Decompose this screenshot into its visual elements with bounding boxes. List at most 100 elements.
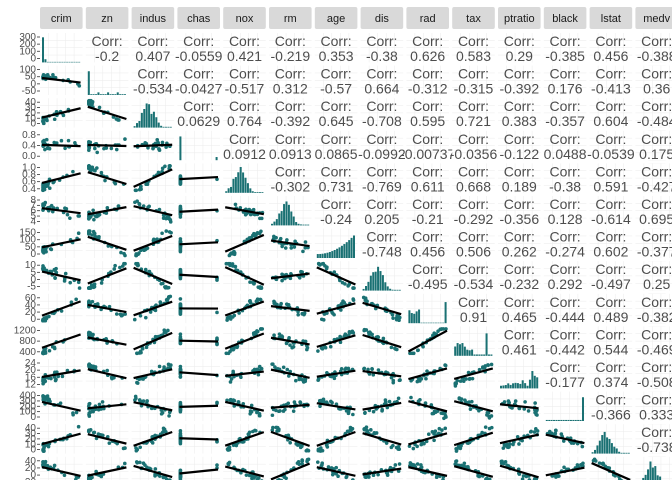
histogram-bar (365, 286, 368, 291)
correlation-label: Corr: (595, 163, 626, 179)
panel (223, 163, 266, 193)
histogram-bar (109, 94, 112, 95)
data-point (137, 187, 142, 192)
data-point (251, 207, 256, 212)
correlation-value: 0.664 (364, 81, 399, 97)
data-point (499, 459, 504, 464)
correlation-value: -0.377 (637, 244, 672, 260)
data-point (411, 446, 416, 451)
data-point (114, 147, 119, 152)
panel (177, 196, 220, 226)
data-point (178, 240, 183, 244)
panel (131, 326, 175, 356)
y-tick-label: -20 (22, 477, 37, 480)
data-point (138, 398, 142, 403)
data-point (42, 379, 46, 384)
histogram-bar (500, 385, 503, 389)
correlation-label: Corr: (321, 33, 352, 49)
panel (543, 391, 587, 421)
column-strip: black (543, 7, 587, 29)
data-point (332, 376, 337, 381)
panel (498, 424, 541, 454)
y-tick-label: 1.0 (22, 162, 36, 173)
data-point (112, 267, 117, 271)
fit-line (224, 465, 265, 478)
correlation-value: -0.0539 (587, 146, 635, 162)
fit-line (41, 300, 81, 317)
y-tick-label: 40 (25, 97, 37, 108)
correlation-label: Corr: (321, 131, 352, 147)
panel: Corr:-0.292 (452, 196, 495, 227)
correlation-label: Corr: (641, 424, 672, 440)
correlation-label: Corr: (550, 326, 581, 342)
panel: Corr:0.489 (589, 293, 633, 325)
data-point (230, 262, 235, 266)
column-strip: nox (223, 7, 266, 29)
correlation-label: Corr: (458, 98, 489, 114)
data-point (68, 216, 72, 220)
panel: Corr:-0.356 (498, 196, 541, 227)
data-point (280, 244, 284, 249)
fit-line (41, 172, 81, 184)
panel (85, 196, 129, 226)
fit-line (499, 403, 539, 410)
data-point (51, 180, 55, 185)
histogram-bar (273, 221, 276, 226)
data-point (410, 462, 415, 467)
data-point (93, 365, 98, 369)
panel (131, 359, 175, 389)
panel (85, 228, 129, 258)
histogram-bar (569, 419, 572, 421)
fit-line (87, 267, 127, 285)
data-point (363, 410, 367, 415)
data-point (534, 412, 538, 417)
correlation-value: -0.122 (499, 146, 539, 162)
panel (131, 163, 175, 193)
strip-background (589, 7, 633, 29)
panel (131, 196, 175, 226)
data-point (138, 313, 143, 318)
data-point (62, 279, 67, 283)
y-tick-label: -50 (22, 86, 37, 97)
histogram-bar (487, 354, 490, 356)
data-point (343, 367, 347, 372)
data-point (155, 138, 160, 142)
histogram-bar (307, 224, 310, 226)
histogram-bar (598, 440, 601, 454)
data-point (178, 374, 183, 379)
data-point (251, 429, 255, 434)
y-tick-label: 60 (25, 293, 37, 304)
data-point (109, 146, 114, 151)
panel: Corr:0.0629 (177, 98, 220, 129)
correlation-value: 0.465 (502, 309, 537, 325)
correlation-label: Corr: (412, 98, 443, 114)
data-point (554, 475, 558, 479)
data-point (306, 448, 311, 453)
data-point (340, 280, 345, 285)
histogram-bar (475, 354, 478, 356)
panel (452, 456, 495, 480)
histogram-bar (557, 419, 560, 421)
data-point (255, 299, 259, 304)
fit-line (270, 430, 310, 447)
y-tick-label: 0.0 (22, 151, 36, 162)
data-point (65, 212, 70, 217)
data-point (146, 145, 150, 150)
panel: Corr:-0.769 (360, 163, 404, 194)
data-point (285, 367, 290, 372)
data-point (361, 295, 366, 300)
correlation-value: 0.333 (639, 407, 672, 423)
histogram-bar (625, 452, 628, 454)
y-axis: 0.80.40.0 (22, 130, 40, 162)
y-tick-label: 0 (30, 53, 36, 64)
data-point (303, 246, 308, 250)
fit-line (87, 171, 127, 186)
histogram-bar (290, 211, 293, 226)
panel: Corr:-0.413 (589, 65, 633, 97)
data-point (231, 398, 236, 402)
data-point (601, 461, 605, 466)
data-point (178, 205, 183, 210)
fit-line (133, 234, 173, 252)
